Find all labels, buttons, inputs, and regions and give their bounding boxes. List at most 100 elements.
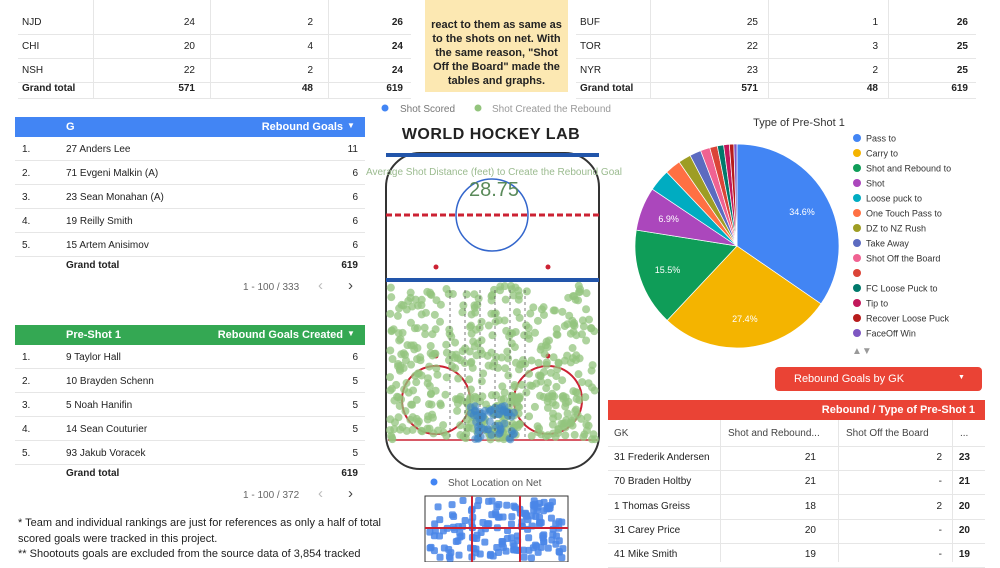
shot-dot bbox=[442, 340, 451, 349]
shot-dot bbox=[504, 354, 513, 363]
player: 23 Sean Monahan (A) bbox=[66, 192, 164, 203]
net-shot bbox=[455, 551, 463, 559]
shot-dot bbox=[402, 305, 411, 314]
shot-dot bbox=[427, 389, 436, 398]
col-line bbox=[838, 420, 839, 562]
gk-value: 2 bbox=[936, 500, 942, 512]
team-value: 26 bbox=[956, 17, 968, 28]
gk-value: - bbox=[938, 549, 942, 561]
col-line bbox=[650, 0, 651, 98]
shot-dot bbox=[386, 283, 395, 292]
net-shot bbox=[436, 516, 444, 524]
pie-slice bbox=[736, 143, 840, 305]
sort-icon[interactable]: ▼ bbox=[347, 329, 355, 338]
shot-dot bbox=[447, 332, 456, 341]
shot-dot bbox=[510, 382, 519, 391]
shot-dot bbox=[540, 349, 549, 358]
shot-dot bbox=[493, 363, 502, 372]
gk-value: 18 bbox=[804, 500, 816, 512]
net-shot bbox=[519, 546, 527, 554]
shot-dot bbox=[426, 342, 435, 351]
col-line bbox=[93, 0, 94, 98]
value: 6 bbox=[352, 352, 358, 363]
legend-swatch bbox=[853, 284, 861, 292]
shot-dot bbox=[494, 316, 503, 325]
shot-dot bbox=[406, 293, 415, 302]
legend-nav[interactable]: ▲▼ bbox=[852, 346, 872, 357]
net-shot bbox=[507, 520, 515, 528]
shot-dot bbox=[456, 421, 465, 430]
net-shot bbox=[445, 552, 453, 560]
shot-dot bbox=[407, 360, 416, 369]
next-page[interactable]: › bbox=[348, 485, 353, 502]
shot-dot bbox=[413, 419, 422, 428]
next-page[interactable]: › bbox=[348, 277, 353, 294]
row-line bbox=[15, 160, 365, 161]
shot-dot bbox=[539, 393, 548, 402]
shot-dot bbox=[548, 420, 557, 429]
net-shot bbox=[430, 532, 438, 540]
shot-dot bbox=[487, 405, 496, 414]
shot-dot bbox=[522, 287, 531, 296]
shot-dot bbox=[587, 366, 596, 375]
shot-dot bbox=[485, 417, 494, 426]
dropdown-icon[interactable]: ▼ bbox=[958, 374, 965, 381]
gk-value: 21 bbox=[804, 476, 816, 488]
rank: 2. bbox=[22, 168, 31, 179]
legend-swatch bbox=[853, 269, 861, 277]
shot-dot bbox=[430, 310, 439, 319]
col-line bbox=[328, 0, 329, 98]
row-line bbox=[608, 470, 985, 471]
prev-page[interactable]: ‹ bbox=[318, 277, 323, 294]
gk-value: 20 bbox=[958, 500, 970, 512]
sort-icon[interactable]: ▼ bbox=[347, 121, 355, 130]
team-value: 25 bbox=[956, 65, 968, 76]
shot-dot bbox=[402, 379, 411, 388]
net-shot bbox=[488, 511, 496, 519]
net-shot bbox=[527, 554, 535, 562]
row-line bbox=[18, 98, 411, 99]
shot-dot bbox=[569, 320, 578, 329]
row-line bbox=[15, 416, 365, 417]
shot-dot bbox=[399, 349, 408, 358]
value: 6 bbox=[352, 168, 358, 179]
legend-swatch bbox=[853, 224, 861, 232]
legend-swatch bbox=[853, 239, 861, 247]
net-shot bbox=[481, 538, 489, 546]
shot-dot bbox=[522, 388, 531, 397]
team-value: 4 bbox=[307, 41, 313, 52]
slice-label: 34.6% bbox=[789, 207, 815, 217]
prev-page[interactable]: ‹ bbox=[318, 485, 323, 502]
shot-dot bbox=[469, 411, 478, 420]
shot-dot bbox=[528, 381, 537, 390]
shot-dot bbox=[525, 412, 534, 421]
shot-dot bbox=[403, 341, 412, 350]
shot-dot bbox=[582, 305, 591, 314]
shot-dot bbox=[498, 382, 507, 391]
net-shot bbox=[459, 523, 467, 531]
shot-dot bbox=[417, 295, 426, 304]
team-value: 26 bbox=[391, 17, 403, 28]
value: 6 bbox=[352, 216, 358, 227]
gk-dropdown[interactable] bbox=[775, 367, 982, 391]
team-value: 1 bbox=[872, 17, 878, 28]
gk-name: 41 Mike Smith bbox=[614, 549, 678, 561]
shot-dot bbox=[470, 342, 479, 351]
shot-dot bbox=[543, 403, 552, 412]
shot-dot bbox=[554, 358, 563, 367]
shot-dot bbox=[552, 325, 561, 334]
shot-dot bbox=[470, 290, 479, 299]
legend-label: Carry to bbox=[866, 149, 898, 159]
shot-dot bbox=[448, 362, 457, 371]
shot-dot bbox=[585, 315, 594, 324]
legend-dot bbox=[430, 478, 438, 486]
slice-label: 27.4% bbox=[732, 314, 758, 324]
shot-dot bbox=[407, 400, 416, 409]
total-label: Grand total bbox=[66, 260, 120, 271]
shot-dot bbox=[504, 408, 513, 417]
shot-dot bbox=[514, 420, 523, 429]
rank: 2. bbox=[22, 376, 31, 387]
shot-dot bbox=[582, 289, 591, 298]
shot-dot bbox=[395, 401, 404, 410]
shot-dot bbox=[458, 308, 467, 317]
